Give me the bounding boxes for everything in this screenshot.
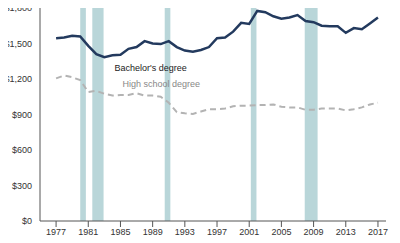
svg-text:1997: 1997 (207, 227, 227, 235)
svg-text:1977: 1977 (46, 227, 66, 235)
svg-text:$600: $600 (12, 145, 32, 155)
svg-text:2001: 2001 (239, 227, 259, 235)
svg-text:1993: 1993 (175, 227, 195, 235)
svg-text:$900: $900 (12, 110, 32, 120)
svg-text:High school degree: High school degree (122, 79, 200, 89)
svg-text:1989: 1989 (143, 227, 163, 235)
svg-text:$1,200: $1,200 (8, 74, 32, 84)
svg-text:$1,500: $1,500 (8, 39, 32, 49)
svg-text:$1,800: $1,800 (8, 8, 32, 13)
svg-text:2005: 2005 (271, 227, 291, 235)
svg-text:2017: 2017 (368, 227, 388, 235)
svg-text:$0: $0 (22, 216, 32, 226)
svg-text:1981: 1981 (78, 227, 98, 235)
svg-text:1985: 1985 (110, 227, 130, 235)
svg-text:$300: $300 (12, 181, 32, 191)
svg-text:2013: 2013 (336, 227, 356, 235)
svg-text:Bachelor's degree: Bachelor's degree (114, 63, 186, 73)
svg-text:2009: 2009 (304, 227, 324, 235)
